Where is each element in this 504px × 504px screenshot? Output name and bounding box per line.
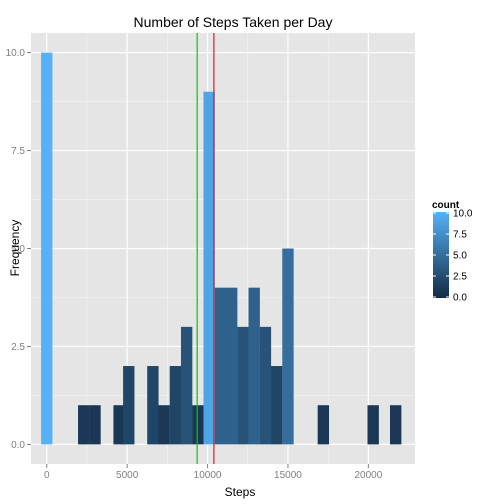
y-axis-title: Frequency	[8, 220, 22, 277]
histogram-bar	[169, 366, 182, 445]
histogram-bar	[78, 405, 90, 445]
y-tick-label: 5.0	[11, 244, 25, 255]
chart-title: Number of Steps Taken per Day	[134, 14, 333, 30]
legend-label: 0.0	[453, 293, 467, 304]
histogram-bar	[282, 248, 294, 445]
histogram-bar	[192, 405, 204, 445]
histogram-bar	[41, 52, 53, 445]
histogram-bar	[390, 405, 402, 445]
histogram-bar	[147, 366, 159, 445]
x-tick-label: 20000	[354, 470, 382, 481]
legend-colorbar	[433, 212, 449, 298]
histogram-bar	[271, 366, 283, 445]
legend-label: 10.0	[453, 209, 473, 220]
histogram-bar	[259, 326, 272, 445]
histogram-bar	[226, 287, 238, 445]
histogram-bars	[41, 52, 402, 445]
color-legend: count 10.0 7.5 5.0 2.5 0.0	[432, 200, 473, 304]
histogram-bar	[237, 326, 249, 445]
histogram-bar	[158, 405, 170, 445]
legend-label: 5.0	[453, 251, 467, 262]
y-axis-ticks: 0.0 2.5 5.0 7.5 10.0	[6, 48, 31, 451]
legend-label: 7.5	[453, 230, 467, 241]
y-tick-label: 7.5	[11, 146, 25, 157]
reference-lines	[196, 33, 215, 464]
legend-label: 2.5	[453, 272, 467, 283]
histogram-bar	[203, 91, 215, 445]
histogram-bar	[317, 405, 330, 445]
x-tick-label: 15000	[274, 470, 302, 481]
histogram-bar	[367, 405, 379, 445]
x-tick-label: 5000	[116, 470, 139, 481]
x-axis-ticks: 0 5000 10000 15000 20000	[44, 464, 383, 481]
histogram-bar	[180, 326, 193, 445]
y-tick-label: 0.0	[11, 440, 25, 451]
histogram-bar	[123, 366, 135, 445]
legend-ticks: 10.0 7.5 5.0 2.5 0.0	[433, 209, 473, 304]
x-axis-title: Steps	[225, 485, 256, 499]
x-tick-label: 0	[44, 470, 50, 481]
y-tick-label: 10.0	[6, 48, 26, 59]
legend-title: count	[432, 200, 460, 211]
histogram-bar	[214, 287, 227, 445]
y-tick-label: 2.5	[11, 342, 25, 353]
histogram-bar	[89, 405, 101, 445]
x-tick-label: 10000	[194, 470, 222, 481]
histogram-bar	[113, 405, 125, 445]
histogram-bar	[248, 287, 260, 445]
